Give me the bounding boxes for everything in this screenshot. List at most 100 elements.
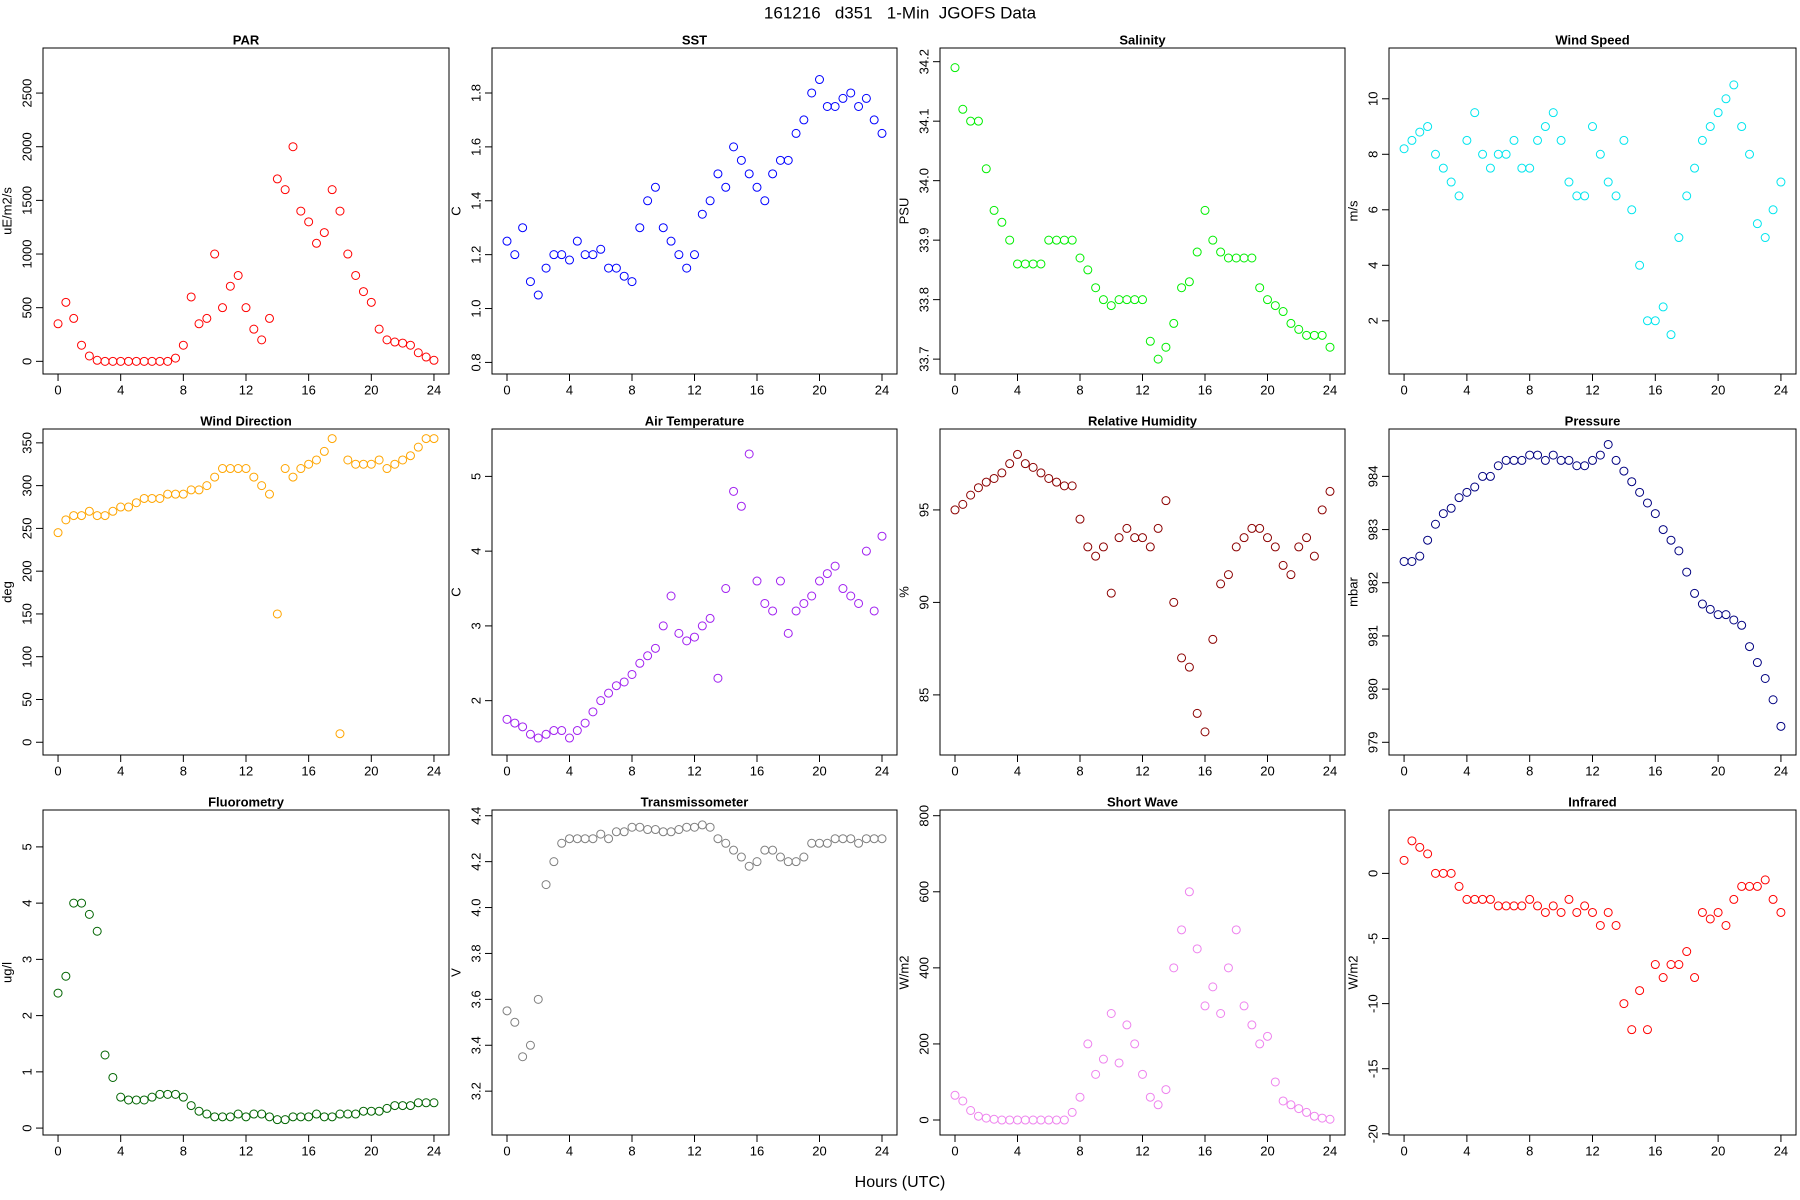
data-point [257,1109,267,1119]
y-tick-label: 800 [916,805,931,827]
data-point [1239,533,1249,543]
data-point [1169,318,1179,328]
data-point [1075,253,1085,263]
data-point [1745,149,1755,159]
y-tick-label: 982 [1365,572,1380,594]
data-point [139,1095,149,1105]
data-point [1106,588,1116,598]
data-point [1666,535,1676,545]
data-point [973,116,983,126]
data-point [1760,673,1770,683]
x-tick-label: 4 [1014,382,1021,397]
data-point [84,351,94,361]
data-point [1161,342,1171,352]
data-point [194,1106,204,1116]
data-point [1075,514,1085,524]
panel-title: Wind Speed [1555,32,1629,47]
y-axis-label: C [448,587,463,596]
y-tick-label: 200 [916,1033,931,1055]
x-tick-label: 16 [1648,763,1662,778]
data-point [1556,907,1566,917]
data-point [1052,477,1062,487]
data-point [1270,1077,1280,1087]
plot-frame [1388,428,1797,756]
y-axis-label: PSU [896,198,911,225]
panel-title: PAR [233,32,260,47]
data-point [1776,177,1786,187]
y-tick-label: 100 [19,646,34,668]
x-tick-label: 4 [1014,763,1021,778]
data-point [1611,191,1621,201]
data-point [100,511,110,521]
data-point [1106,301,1116,311]
x-tick-label: 4 [117,763,124,778]
data-point [311,238,321,248]
data-point [1603,177,1613,187]
x-tick-label: 8 [1526,763,1533,778]
data-point [1564,894,1574,904]
data-point [1169,963,1179,973]
data-point [280,464,290,474]
data-point [1485,163,1495,173]
y-tick-label: 34.2 [916,49,931,74]
data-point [249,324,259,334]
panel: Pressure 0 4 8 12 16 20 24 979 980 981 982 983 984 mba… [1345,413,1797,778]
data-point [1091,551,1101,561]
data-point [760,598,770,608]
panel: Air Temperature 0 4 8 12 16 20 24 2 3 4 5 C [448,413,898,778]
x-tick-label: 12 [1585,1143,1599,1158]
x-tick-label: 0 [1400,1143,1407,1158]
y-axis-label: mbar [1345,577,1360,607]
y-tick-label: 200 [19,560,34,582]
x-tick-label: 12 [1135,1143,1149,1158]
x-tick-label: 24 [1323,1143,1337,1158]
x-tick-label: 4 [1463,382,1470,397]
data-point [1138,533,1147,543]
x-tick-label: 8 [1076,763,1083,778]
y-tick-label: 85 [916,688,931,702]
data-point [1446,868,1456,878]
plot-frame [42,47,450,375]
data-point [1098,295,1108,305]
data-point [1036,259,1046,269]
data-point [588,834,598,844]
x-tick-label: 16 [750,763,764,778]
data-point [1138,1069,1147,1079]
data-point [171,1089,181,1099]
data-point [627,277,637,287]
x-tick-label: 12 [1135,382,1149,397]
data-point [1580,901,1590,911]
y-tick-label: 3 [468,622,483,629]
data-point [1729,80,1739,90]
y-tick-label: 5 [19,843,34,850]
data-point [202,313,212,323]
y-tick-label: 4 [468,548,483,555]
data-point [502,714,512,724]
data-point [1737,122,1747,132]
data-point [1200,1001,1210,1011]
data-point [627,669,637,679]
data-point [541,263,551,273]
data-point [1106,1009,1116,1019]
x-tick-label: 0 [951,1143,958,1158]
y-tick-label: 33.8 [916,287,931,312]
data-point [1184,887,1194,897]
data-point [1294,542,1304,552]
y-tick-label: -20 [1365,1124,1380,1143]
data-point [666,591,676,601]
panel-title: Pressure [1565,413,1621,428]
data-point [1216,579,1226,589]
panel-title: Relative Humidity [1088,413,1198,428]
data-point [1745,642,1755,652]
data-point [635,223,645,233]
data-point [877,531,887,541]
data-point [77,511,87,521]
data-point [1286,318,1296,328]
data-point [202,481,212,491]
y-tick-label: 0 [19,358,34,365]
panel: Short Wave 0 4 8 12 16 20 24 0 200 400 600 800 W/m2 [896,794,1346,1158]
x-tick-label: 8 [1076,382,1083,397]
data-point [822,838,832,848]
